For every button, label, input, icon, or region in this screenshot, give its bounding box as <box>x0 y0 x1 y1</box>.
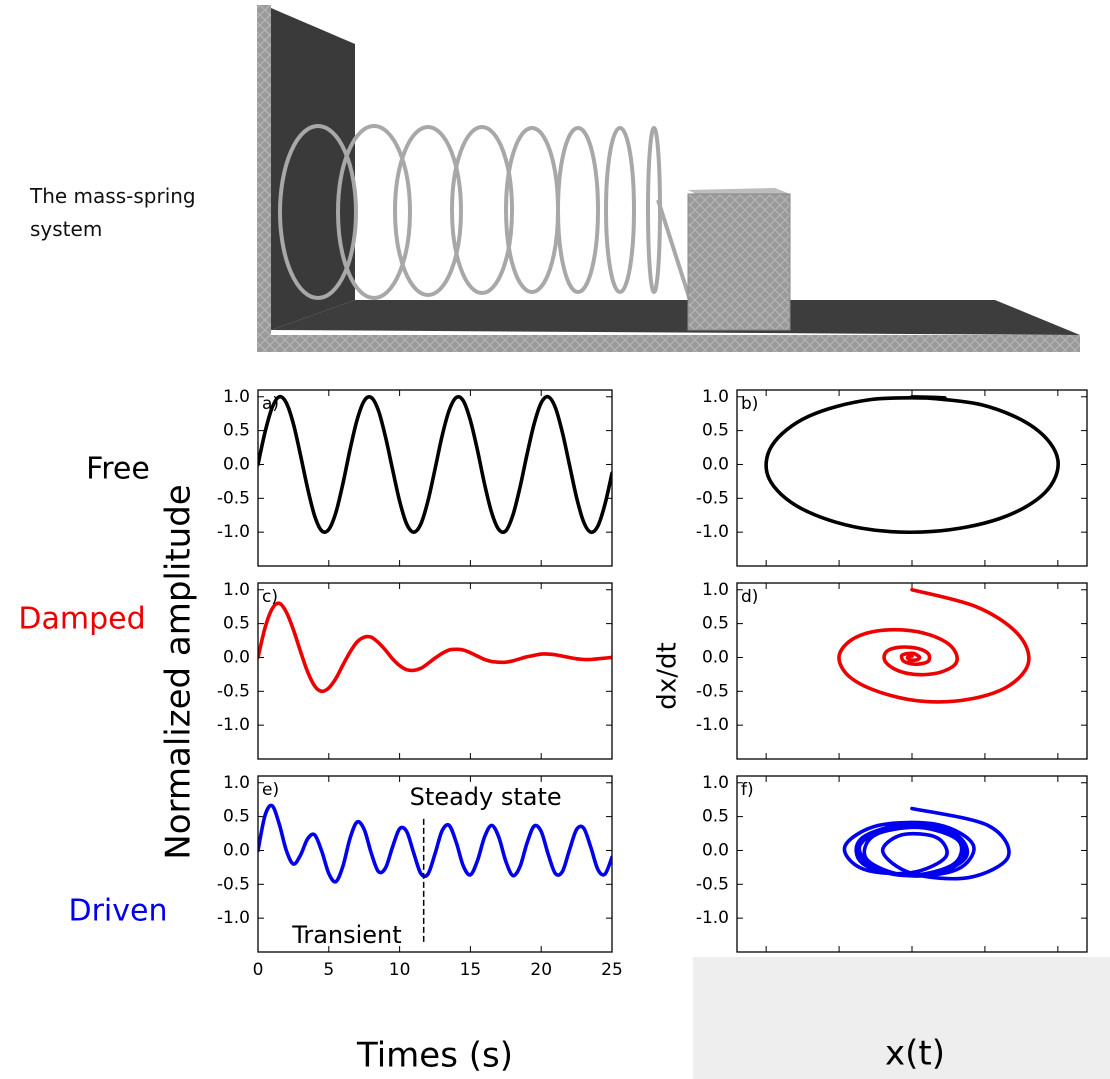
axes-frame <box>736 389 1088 567</box>
row-label: Free <box>86 452 150 487</box>
spring-coil <box>556 126 600 294</box>
y-tick-label: 0.0 <box>702 840 729 860</box>
data-line <box>258 803 612 884</box>
y-tick-label: -0.5 <box>696 488 729 508</box>
row-label: Damped <box>18 602 145 637</box>
x-tick-label: 20 <box>530 960 552 980</box>
spring-coil <box>450 125 514 295</box>
data-line <box>258 601 612 694</box>
floor-edge <box>257 335 1080 352</box>
y-tick-label: 1.0 <box>702 387 729 407</box>
y-tick-label: 0.5 <box>223 421 250 441</box>
x-tick-label: 10 <box>389 960 411 980</box>
y-tick-label: -1.0 <box>217 522 250 542</box>
y-tick-label: 0.5 <box>702 421 729 441</box>
y-tick-label: -1.0 <box>696 715 729 735</box>
y-tick-label: -1.0 <box>696 908 729 928</box>
panel: 1.0 0.5 0.0 -0.5 -1.0 b) <box>696 387 1088 567</box>
panel: 1.0 0.5 0.0 -0.5 -1.0 d) <box>696 580 1088 760</box>
plot-area <box>258 601 612 694</box>
annotation: Transient <box>291 921 401 949</box>
y-tick-label: -0.5 <box>696 681 729 701</box>
plot-area <box>258 803 612 884</box>
axes-frame <box>257 775 613 953</box>
panel: 1.0 0.5 0.0 -0.5 -1.0 f) <box>696 773 1088 953</box>
y-tick-label: 0.0 <box>702 454 729 474</box>
floor <box>271 300 1080 335</box>
y-tick-label: -0.5 <box>217 488 250 508</box>
panel-label: e) <box>262 780 279 800</box>
y-tick-label: 0.5 <box>702 614 729 634</box>
panel-label: a) <box>262 394 279 414</box>
panel-label: b) <box>741 394 758 414</box>
y-tick-label: 1.0 <box>223 773 250 793</box>
axes-frame <box>257 582 613 760</box>
plot-area <box>258 394 612 535</box>
y-tick-label: 1.0 <box>702 580 729 600</box>
panel-label: d) <box>741 587 758 607</box>
mass-spring-illustration <box>257 5 1080 352</box>
data-line <box>764 394 1060 534</box>
x-tick-label: 25 <box>601 960 623 980</box>
y-tick-label: -1.0 <box>217 908 250 928</box>
data-line <box>258 394 612 535</box>
illustration-label: The mass-spring system <box>30 184 196 241</box>
x-tick-label: 15 <box>460 960 482 980</box>
y-tick-label: 0.0 <box>223 840 250 860</box>
y-tick-label: 1.0 <box>223 387 250 407</box>
panel-label: c) <box>262 587 278 607</box>
axes-frame <box>736 582 1088 760</box>
annotation: Steady state <box>410 783 562 811</box>
spring-coil <box>646 126 662 294</box>
y-tick-label: 0.0 <box>223 647 250 667</box>
x-label-band <box>693 957 1110 1079</box>
spring <box>278 124 692 301</box>
spring-coil <box>604 126 636 294</box>
row-label: Driven <box>69 894 168 929</box>
wall-edge <box>257 5 271 345</box>
data-line <box>837 587 1031 704</box>
wall <box>271 8 355 330</box>
mass <box>687 193 791 331</box>
panel: 1.0 0.5 0.0 -0.5 -1.0 c) <box>217 580 613 760</box>
spring-coil <box>278 124 358 300</box>
y-tick-label: -0.5 <box>696 874 729 894</box>
panel: 1.0 0.5 0.0 -0.5 -1.0 0 5 10 15 20 25 Steady state T… <box>217 773 623 980</box>
y-tick-label: 0.5 <box>702 807 729 827</box>
x-tick-label: 0 <box>253 960 264 980</box>
y-tick-label: 0.5 <box>223 807 250 827</box>
spring-coil <box>393 125 463 297</box>
plot-area <box>837 587 1031 704</box>
y-tick-label: 0.0 <box>702 647 729 667</box>
phase-y-label: dx/dt <box>653 642 683 709</box>
phase-x-label: x(t) <box>885 1034 945 1074</box>
y-tick-label: -0.5 <box>217 681 250 701</box>
x-axis-label: Times (s) <box>356 1036 513 1076</box>
axes-frame <box>736 775 1088 953</box>
data-line <box>842 806 1011 881</box>
y-tick-label: -1.0 <box>696 522 729 542</box>
spring-end <box>656 199 692 301</box>
axes-frame <box>257 389 613 567</box>
y-tick-label: 0.5 <box>223 614 250 634</box>
y-tick-label: 1.0 <box>223 580 250 600</box>
spring-coil <box>336 124 412 300</box>
panel-label: f) <box>741 780 754 800</box>
plot-area <box>764 394 1060 534</box>
y-tick-label: -0.5 <box>217 874 250 894</box>
y-tick-label: 1.0 <box>702 773 729 793</box>
y-tick-label: -1.0 <box>217 715 250 735</box>
y-axis-label: Normalized amplitude <box>159 484 199 859</box>
plot-area <box>842 806 1011 881</box>
x-tick-label: 5 <box>323 960 334 980</box>
panel: 1.0 0.5 0.0 -0.5 -1.0 a) <box>217 387 613 567</box>
y-tick-label: 0.0 <box>223 454 250 474</box>
